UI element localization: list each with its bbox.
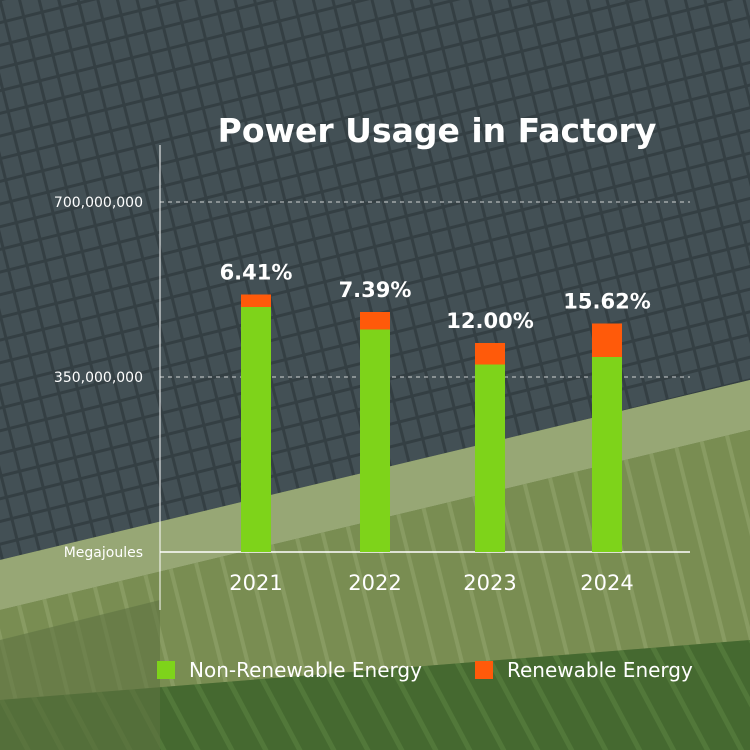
chart-title: Power Usage in Factory <box>218 111 657 150</box>
data-label: 7.39% <box>339 278 412 302</box>
x-category-label: 2022 <box>348 571 401 595</box>
y-tick-labels: 350,000,000 700,000,000 <box>54 195 143 386</box>
bar-renewable <box>592 323 622 357</box>
bar-non-renewable <box>360 329 390 552</box>
x-category-label: 2021 <box>229 571 282 595</box>
data-label: 6.41% <box>220 261 293 285</box>
legend-label-renewable: Renewable Energy <box>507 658 693 682</box>
data-labels: 6.41% 7.39% 12.00% 15.62% <box>220 261 651 334</box>
x-category-labels: 2021 2022 2023 2024 <box>229 571 633 595</box>
legend-item-non-renewable: Non-Renewable Energy <box>157 658 422 682</box>
data-label: 15.62% <box>563 290 650 314</box>
bar-renewable <box>360 312 390 330</box>
legend-swatch-non-renewable <box>157 661 175 679</box>
legend-label-non-renewable: Non-Renewable Energy <box>189 658 422 682</box>
x-category-label: 2024 <box>580 571 633 595</box>
y-tick-label: 700,000,000 <box>54 195 143 211</box>
y-axis-unit-label: Megajoules <box>64 545 143 561</box>
data-label: 12.00% <box>446 309 533 333</box>
bar-non-renewable <box>241 307 271 552</box>
bar-non-renewable <box>592 357 622 552</box>
legend-swatch-renewable <box>475 661 493 679</box>
bar-renewable <box>475 343 505 365</box>
bar-renewable <box>241 294 271 307</box>
bar-non-renewable <box>475 364 505 552</box>
x-category-label: 2023 <box>463 571 516 595</box>
legend-item-renewable: Renewable Energy <box>475 658 693 682</box>
bars <box>241 294 622 552</box>
y-tick-label: 350,000,000 <box>54 370 143 386</box>
